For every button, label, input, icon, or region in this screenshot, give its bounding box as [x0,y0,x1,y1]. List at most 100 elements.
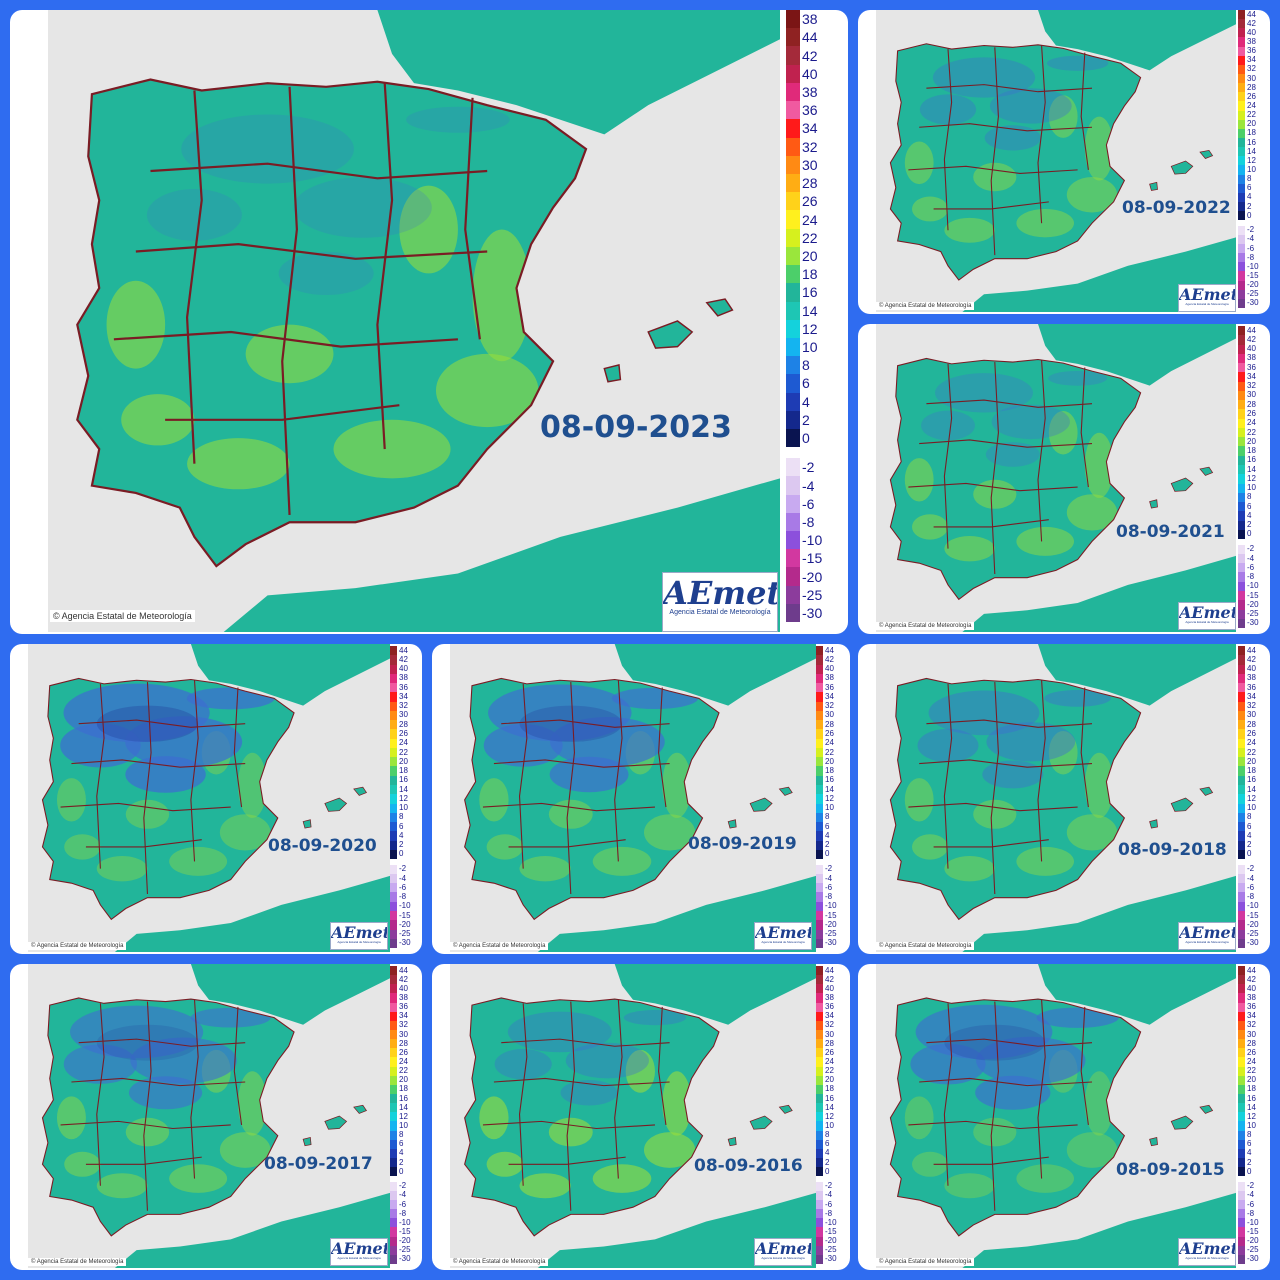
colorbar-label: 36 [825,682,834,692]
colorbar-swatch [816,1157,823,1168]
colorbar-level: -15 [1238,590,1259,601]
colorbar-level: 6 [390,1139,408,1149]
colorbar-level: 4 [816,1148,834,1158]
colorbar-swatch [816,803,823,813]
balearic-island [1170,477,1194,492]
province-borders [41,997,295,1237]
colorbar-swatch [816,984,823,994]
warm-patch [944,535,995,562]
map-svg [876,644,1236,952]
colorbar-label: -6 [1247,243,1255,253]
province-border [908,482,1078,492]
colorbar-level: 0 [390,1167,408,1177]
colorbar-label: -4 [399,1190,407,1200]
warm-patch [1066,494,1118,531]
colorbar-swatch [1238,353,1245,364]
colorbar-swatch [390,747,397,758]
colorbar-level: 36 [786,101,818,120]
colorbar-label: 42 [1247,974,1256,984]
colorbar-level: 34 [1238,55,1256,65]
province-border [233,687,243,808]
province-border [508,839,626,848]
colorbar-level: 14 [1238,1103,1256,1113]
colorbar-level: 8 [1238,812,1256,823]
province-borders [464,997,720,1237]
colorbar-level: -8 [816,1209,834,1219]
colorbar-label: 12 [1247,155,1256,165]
colorbar-swatch [816,1139,823,1149]
province-border [926,719,1093,728]
colorbar-label: 8 [399,812,404,822]
colorbar-level: 24 [1238,1057,1256,1067]
colorbar-label: -4 [399,873,407,883]
colorbar-swatch [786,155,800,174]
colorbar-label: -15 [1247,270,1259,280]
colorbar-level: 12 [1238,1112,1256,1122]
colorbar-level: -25 [816,929,837,939]
colorbar-label: 28 [1247,399,1256,409]
colorbar-swatch [390,1209,397,1219]
colorbar-level: 8 [816,1130,834,1140]
colorbar-label: -15 [825,1226,837,1236]
colorbar-swatch [1238,1181,1245,1191]
aemet-logo-word: AEmet [755,923,812,942]
balearic-island [1199,466,1214,476]
colorbar-level: 2 [1238,1157,1256,1168]
colorbar-level: 26 [390,729,408,739]
warm-patch [333,419,451,479]
colorbar-label: -10 [399,1217,411,1227]
colorbar-swatch [1238,1227,1245,1237]
colorbar-swatch [1238,225,1245,235]
province-border [1037,680,1046,862]
colorbar-swatch [1238,831,1245,841]
date-label: 08-09-2019 [688,834,797,854]
colorbar-label: -15 [1247,590,1259,600]
colorbar-swatch [1238,83,1245,93]
date-label: 08-09-2015 [1116,1160,1225,1180]
colorbar-level: 44 [390,646,408,656]
colorbar-level: -15 [390,911,411,921]
colorbar-label: -30 [399,938,411,948]
colorbar-level: 10 [1238,165,1256,175]
colorbar-level: 30 [816,710,834,721]
colorbar-swatch [1238,280,1245,290]
warm-patch [1084,752,1114,818]
colorbar-label: -8 [802,513,815,530]
colorbar-level: 38 [1238,673,1256,684]
colorbar-swatch [816,993,823,1003]
colorbar-swatch [1238,1029,1245,1040]
colorbar-label: 42 [802,47,818,64]
colorbar-level: 44 [816,966,834,976]
province-border [508,1156,626,1165]
colorbar-label: 24 [399,1056,408,1066]
province-border [1037,999,1046,1179]
colorbar-swatch [390,1075,397,1085]
colorbar-level: 18 [1238,766,1256,776]
colorbar-level: 26 [786,192,818,211]
warm-patch [486,1151,524,1177]
colorbar-swatch [786,265,800,284]
aemet-logo-word: AEmet [663,574,778,612]
colorbar-label: 40 [399,983,408,993]
colorbar-swatch [1238,929,1245,939]
colorbar-label: 14 [825,784,834,794]
colorbar-swatch [390,1227,397,1237]
france-landmass [190,964,390,1025]
colorbar-label: 0 [399,849,404,859]
colorbar-swatch [816,812,823,823]
colorbar-swatch [786,301,800,320]
warm-patch [169,1164,228,1193]
colorbar-swatch [1238,1130,1245,1140]
colorbar-level: 0 [1238,529,1256,540]
colorbar-swatch [816,849,823,860]
aemet-logo: AEmet Agencia Estatal de Meteorología [662,572,778,632]
colorbar-swatch [1238,1157,1245,1168]
colorbar-level: 4 [390,831,408,841]
colorbar-swatch [786,64,800,83]
colorbar-swatch [1238,64,1245,74]
colorbar-level: -20 [1238,1236,1259,1246]
date-label: 08-09-2016 [694,1156,803,1176]
colorbar-label: 26 [1247,409,1256,419]
colorbar-level: -2 [1238,864,1256,874]
cold-patch [984,125,1041,151]
